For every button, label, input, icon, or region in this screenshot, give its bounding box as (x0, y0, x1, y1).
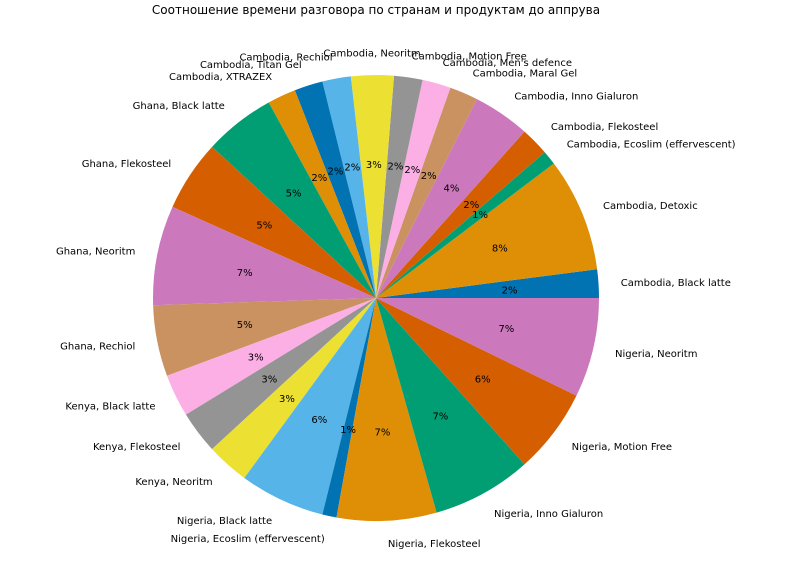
slice-label: Cambodia, Men's defence (443, 58, 572, 69)
slice-percent-label: 5% (286, 189, 302, 200)
pie-slice-labels: Cambodia, Black latte Cambodia, Detoxic Ca… (56, 49, 736, 550)
slice-label: Cambodia, Motion Free (412, 51, 527, 62)
pie-slice (185, 298, 376, 450)
pie-slices (153, 74, 599, 521)
pie-slice (376, 152, 554, 298)
pie-slice (376, 79, 451, 298)
pie-slice (350, 74, 395, 298)
slice-percent-label: 7% (375, 428, 391, 439)
pie-slice (322, 298, 376, 518)
slice-label: Nigeria, Motion Free (572, 442, 672, 453)
slice-label: Cambodia, Rechiol (239, 53, 332, 64)
slice-percent-label: 3% (261, 375, 277, 386)
slice-label: Cambodia, Titan Gel (200, 60, 302, 71)
slice-percent-label: 6% (475, 375, 491, 386)
slice-percent-label: 1% (340, 425, 356, 436)
slice-percent-label: 6% (311, 415, 327, 426)
slice-percent-label: 2% (344, 162, 360, 173)
slice-label: Kenya, Neoritm (135, 477, 212, 488)
slice-label: Nigeria, Black latte (177, 516, 272, 527)
pie-slice (376, 99, 525, 298)
pie-slice (376, 298, 577, 465)
slice-percent-label: 2% (404, 165, 420, 176)
pie-slice (322, 76, 376, 298)
slice-label: Cambodia, Inno Gialuron (514, 91, 638, 102)
pie-slice (376, 131, 545, 298)
pie-slice (212, 102, 376, 298)
slice-label: Ghana, Flekosteel (82, 159, 172, 170)
slice-label: Kenya, Flekosteel (93, 442, 180, 453)
slice-percent-label: 5% (256, 220, 272, 231)
slice-label: Cambodia, Ecoslim (effervescent) (567, 140, 736, 151)
slice-percent-label: 4% (444, 184, 460, 195)
pie-slice (376, 298, 525, 513)
pie-slice (376, 87, 477, 298)
slice-label: Cambodia, Flekosteel (551, 122, 658, 133)
pie-slice (153, 206, 376, 306)
slice-label: Cambodia, Neoritm (323, 49, 420, 60)
pie-slice (268, 90, 376, 298)
slice-label: Nigeria, Inno Gialuron (494, 509, 603, 520)
slice-percent-label: 7% (498, 324, 514, 335)
pie-slice (172, 146, 376, 298)
pie-slice (167, 298, 376, 415)
slice-label: Nigeria, Ecoslim (effervescent) (171, 534, 325, 545)
slice-percent-label: 3% (366, 160, 382, 171)
slice-percent-label: 2% (311, 173, 327, 184)
pie-slice (376, 163, 598, 298)
slice-label: Nigeria, Neoritm (615, 349, 697, 360)
slice-percent-label: 3% (279, 394, 295, 405)
slice-label: Kenya, Black latte (65, 401, 155, 412)
slice-label: Ghana, Rechiol (60, 341, 135, 352)
slice-label: Ghana, Black latte (133, 101, 225, 112)
slice-percent-label: 2% (502, 285, 518, 296)
slice-percent-label: 2% (421, 171, 437, 182)
pie-slice (376, 75, 423, 298)
slice-label: Nigeria, Flekosteel (388, 539, 481, 550)
slice-percent-label: 2% (463, 200, 479, 211)
pie-slice (336, 298, 437, 521)
pie-percent-labels: 2%8%1%2%4%2%2%2%3%2%2%2%5%5%7%5%3%3%3%6%… (237, 160, 518, 438)
pie-slice (244, 298, 376, 515)
slice-percent-label: 5% (237, 320, 253, 331)
slice-percent-label: 2% (328, 166, 344, 177)
slice-percent-label: 7% (237, 268, 253, 279)
slice-percent-label: 1% (472, 210, 488, 221)
pie-slice (376, 269, 599, 298)
slice-percent-label: 8% (492, 243, 508, 254)
slice-label: Ghana, Neoritm (56, 247, 135, 258)
slice-percent-label: 3% (248, 353, 264, 364)
pie-slice (294, 81, 376, 298)
slice-label: Cambodia, Black latte (621, 278, 731, 289)
slice-label: Cambodia, Maral Gel (473, 69, 578, 80)
pie-slice (153, 298, 376, 376)
slice-percent-label: 2% (387, 162, 403, 173)
pie-slice (212, 298, 376, 478)
chart-title: Соотношение времени разговора по странам… (152, 3, 600, 17)
pie-slice (376, 298, 599, 396)
slice-percent-label: 7% (432, 411, 448, 422)
slice-label: Cambodia, Detoxic (603, 201, 698, 212)
slice-label: Cambodia, XTRAZEX (169, 72, 272, 83)
